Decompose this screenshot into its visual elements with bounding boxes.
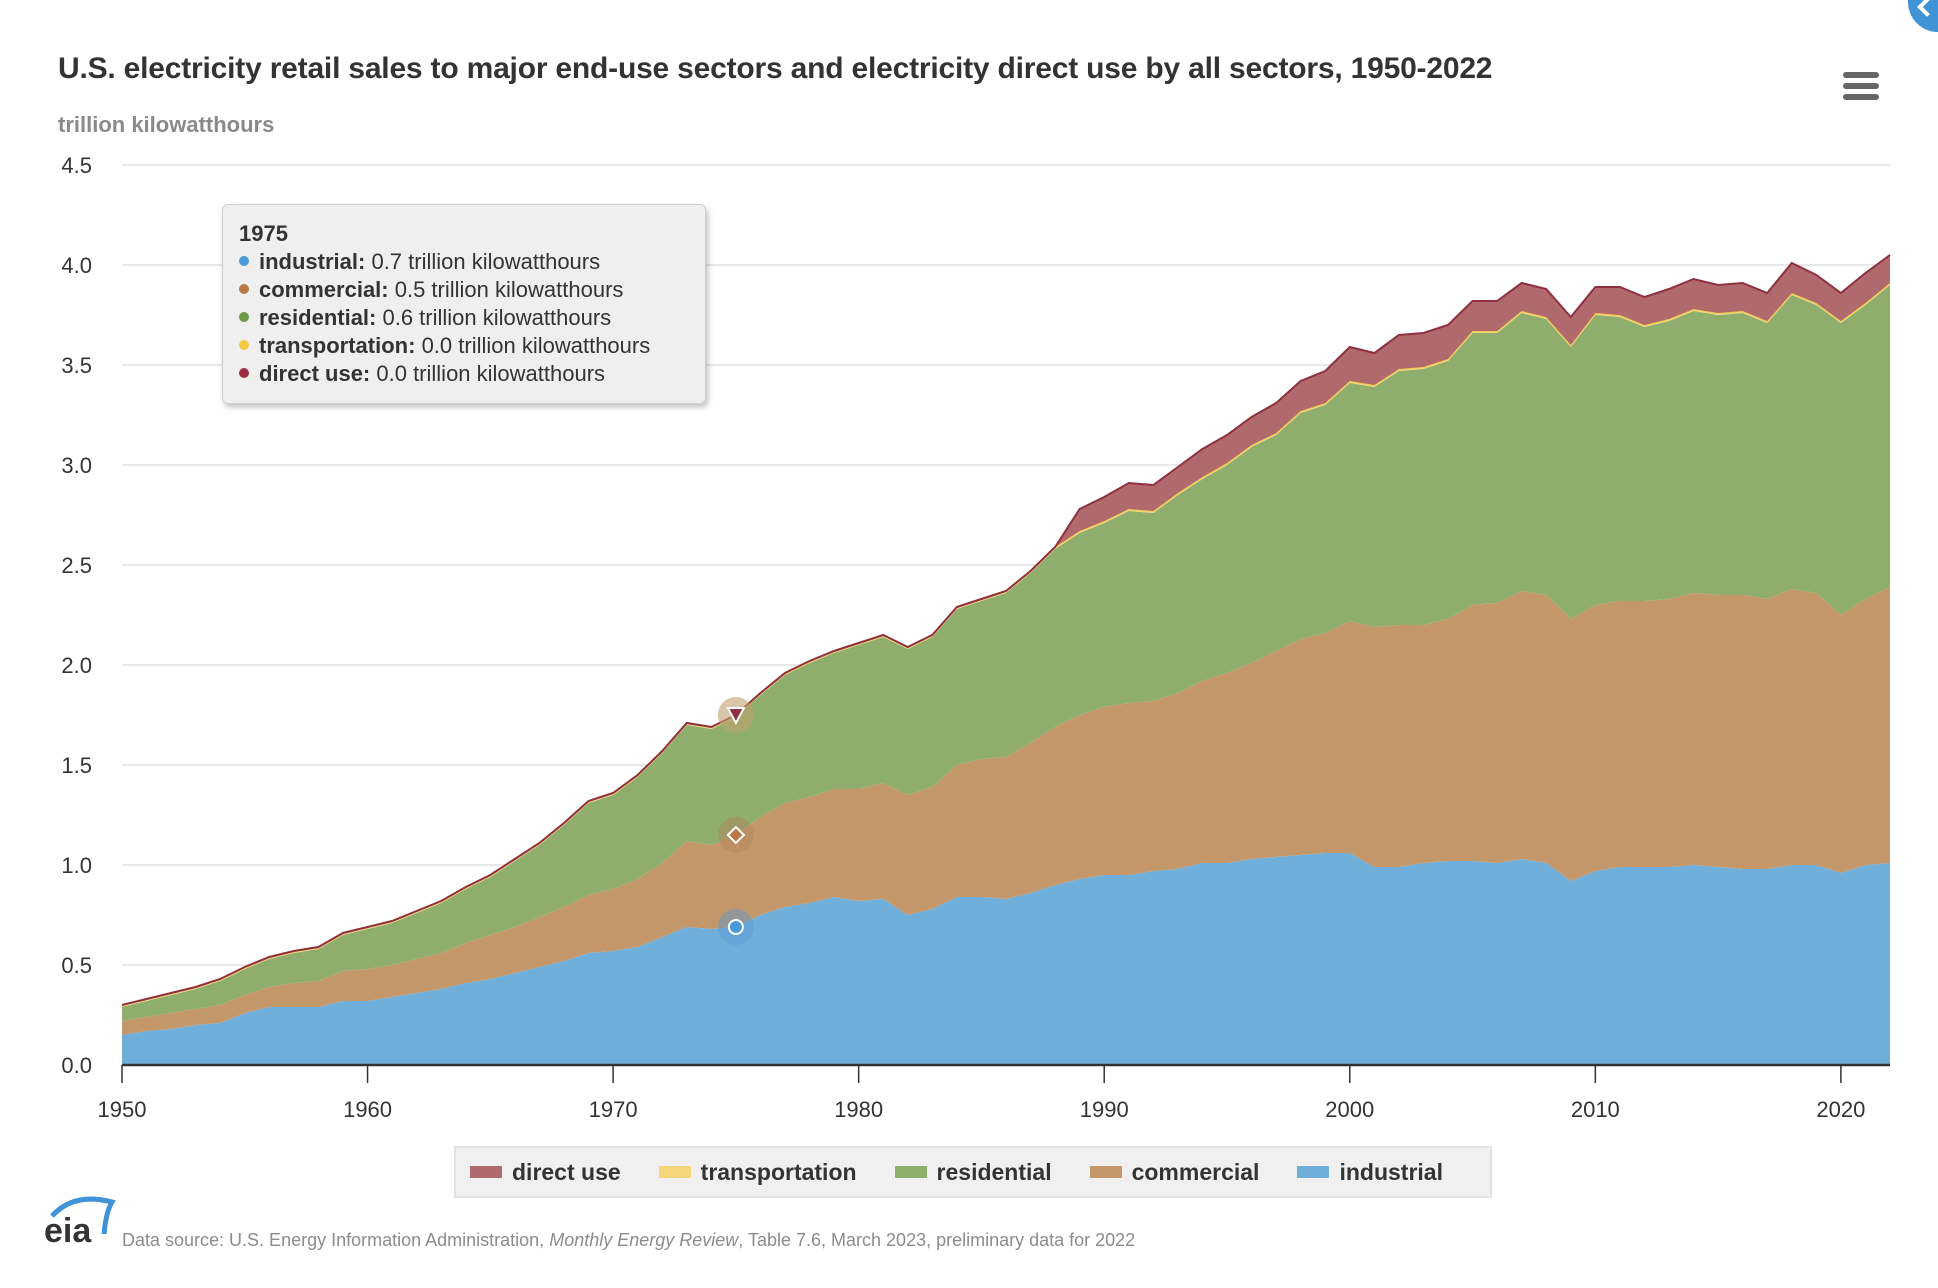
tooltip-value: 0.0 trillion kilowatthours (370, 361, 606, 386)
series-areas (121, 254, 1891, 1065)
logo-text: eia (44, 1212, 92, 1246)
hover-markers (717, 697, 754, 945)
legend-label: commercial (1131, 1158, 1260, 1185)
source-suffix: , Table 7.6, March 2023, preliminary dat… (738, 1230, 1136, 1250)
y-tick-label: 3.5 (61, 353, 92, 378)
tooltip-row: transportation: 0.0 trillion kilowatthou… (239, 333, 650, 359)
y-tick-label: 0.5 (61, 953, 92, 978)
y-axis: 0.0 0.5 1.0 1.5 2.0 2.5 3.0 3.5 4.0 4.5 (61, 153, 92, 1078)
x-tick-label: 1950 (98, 1097, 147, 1122)
legend-label: industrial (1339, 1158, 1443, 1185)
legend-swatch-icon (1089, 1166, 1122, 1178)
legend-item-transportation[interactable]: transportation (658, 1158, 857, 1186)
series-dot-icon (239, 284, 249, 295)
y-tick-label: 4.0 (61, 253, 92, 278)
legend-swatch-icon (470, 1166, 502, 1178)
tooltip-value: 0.5 trillion kilowatthours (388, 277, 624, 302)
x-tick-label: 1960 (343, 1097, 392, 1122)
source-publication: Monthly Energy Review (549, 1230, 739, 1250)
x-tick-label: 2010 (1571, 1097, 1620, 1122)
chart-subtitle: trillion kilowatthours (58, 112, 275, 137)
legend-label: transportation (700, 1158, 857, 1185)
tooltip-label: commercial: (259, 277, 389, 302)
tooltip-row: residential: 0.6 trillion kilowatthours (239, 305, 611, 331)
tooltip-label: residential: (259, 305, 377, 330)
y-tick-label: 1.0 (61, 853, 92, 878)
tooltip-value: 0.6 trillion kilowatthours (376, 305, 612, 330)
y-tick-label: 4.5 (61, 153, 92, 178)
legend-item-industrial[interactable]: industrial (1297, 1159, 1443, 1186)
tooltip-row: direct use: 0.0 trillion kilowatthours (239, 361, 605, 387)
x-tick-label: 1990 (1080, 1097, 1129, 1122)
y-tick-label: 0.0 (61, 1053, 92, 1078)
marker-direct-use (726, 707, 746, 726)
hamburger-menu-icon[interactable] (1843, 72, 1879, 102)
y-tick-label: 2.0 (61, 653, 92, 678)
marker-commercial (726, 825, 746, 845)
source-prefix: Data source: U.S. Energy Information Adm… (122, 1230, 550, 1250)
x-tick-label: 1970 (589, 1097, 638, 1122)
legend-swatch-icon (894, 1166, 927, 1178)
marker-industrial (727, 919, 744, 935)
series-dot-icon (239, 340, 249, 351)
legend-item-direct-use[interactable]: direct use (470, 1159, 621, 1186)
x-axis: 1950 1960 1970 1980 1990 2000 2010 2020 (98, 1063, 1890, 1122)
tooltip-value: 0.0 trillion kilowatthours (415, 333, 651, 358)
x-tick-label: 1980 (834, 1097, 883, 1122)
legend-item-commercial[interactable]: commercial (1089, 1158, 1260, 1186)
area-industrial[interactable] (122, 853, 1890, 1065)
line-direct-use (121, 254, 1891, 1006)
legend-swatch-icon (1297, 1166, 1330, 1178)
series-dot-icon (239, 256, 249, 267)
legend-label: direct use (512, 1158, 621, 1185)
tooltip-label: industrial: (259, 249, 366, 274)
legend-label: residential (936, 1158, 1052, 1185)
legend-item-residential[interactable]: residential (894, 1158, 1052, 1186)
y-tick-label: 3.0 (61, 453, 92, 478)
series-dot-icon (239, 312, 249, 323)
area-commercial[interactable] (122, 587, 1890, 1035)
series-dot-icon (239, 368, 249, 379)
tooltip-row: industrial: 0.7 trillion kilowatthours (239, 249, 600, 275)
x-tick-label: 2000 (1325, 1097, 1374, 1122)
y-tick-label: 2.5 (61, 553, 92, 578)
x-tick-label: 2020 (1816, 1097, 1865, 1122)
legend: direct use transportation residential comme… (454, 1146, 1492, 1198)
chart-svg: 0.00.51.01.52.02.53.03.54.04.5 1950 1960 1… (61, 153, 1891, 1122)
tooltip-label: direct use: (259, 361, 371, 386)
tooltip-value: 0.7 trillion kilowatthours (365, 249, 601, 274)
eia-logo: eia (44, 1196, 116, 1246)
tooltip-row: commercial: 0.5 trillion kilowatthours (239, 277, 623, 303)
tooltip-year: 1975 (239, 221, 288, 246)
chart-title: U.S. electricity retail sales to major e… (58, 52, 1493, 85)
data-source-note: Data source: U.S. Energy Information Adm… (122, 1230, 1135, 1251)
legend-swatch-icon (658, 1166, 691, 1178)
y-tick-label: 1.5 (61, 753, 92, 778)
tooltip: 1975 industrial: 0.7 trillion kilowattho… (222, 204, 706, 404)
tooltip-label: transportation: (259, 333, 416, 358)
area-residential[interactable] (122, 285, 1890, 1021)
